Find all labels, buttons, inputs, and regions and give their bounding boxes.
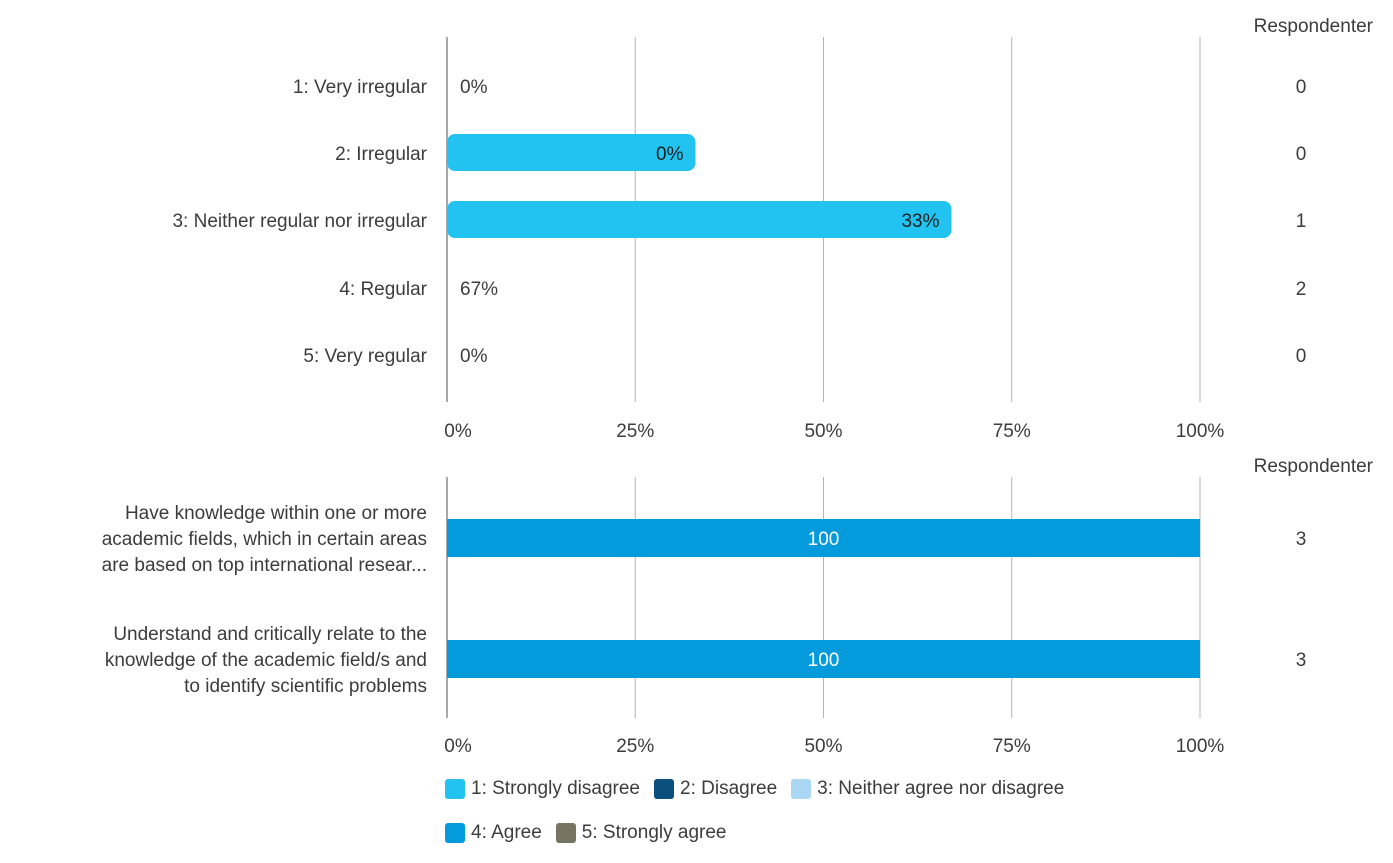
- respondent-count: 1: [1296, 211, 1307, 232]
- x-tick-label: 25%: [616, 736, 654, 757]
- legend-swatch: [445, 779, 465, 799]
- legend-label: 2: Disagree: [680, 778, 778, 799]
- x-tick-label: 75%: [993, 421, 1031, 442]
- legend-row-1: 1: Strongly disagree 2: Disagree 3: Neit…: [445, 775, 1245, 803]
- respondent-count: 2: [1296, 279, 1307, 300]
- legend-swatch: [445, 823, 465, 843]
- category-label: to identify scientific problems: [184, 676, 427, 697]
- bar-segment: [447, 640, 1200, 678]
- legend-label: 5: Strongly agree: [581, 822, 727, 843]
- x-tick-label: 100%: [1176, 421, 1225, 442]
- legend-item-neutral[interactable]: 3: Neither agree nor disagree: [791, 778, 1064, 800]
- legend-item-strongly-disagree[interactable]: 1: Strongly disagree: [445, 778, 640, 800]
- respondent-count: 0: [1296, 77, 1307, 98]
- respondent-count: 3: [1296, 529, 1307, 550]
- legend-swatch: [791, 779, 812, 799]
- category-label: 5: Very regular: [303, 346, 427, 367]
- x-tick-label: 0%: [444, 736, 472, 757]
- category-label: Understand and critically relate to the: [113, 624, 427, 645]
- x-tick-label: 100%: [1176, 736, 1225, 757]
- bar-value-label: 100: [808, 529, 840, 550]
- category-label: academic fields, which in certain areas: [102, 529, 427, 550]
- category-label: 4: Regular: [339, 279, 427, 300]
- respondent-count: 0: [1296, 144, 1307, 165]
- legend-label: 3: Neither agree nor disagree: [817, 778, 1065, 799]
- category-label: knowledge of the academic field/s and: [105, 650, 427, 671]
- bar-value-label: 67%: [460, 279, 498, 300]
- bar-value-label: 33%: [901, 211, 939, 232]
- category-label: 3: Neither regular nor irregular: [172, 211, 427, 232]
- legend-label: 1: Strongly disagree: [471, 778, 640, 799]
- category-label: Have knowledge within one or more: [125, 503, 427, 524]
- legend-swatch: [555, 823, 576, 843]
- bar-value-label: 0%: [656, 144, 684, 165]
- legend: 1: Strongly disagree 2: Disagree 3: Neit…: [445, 775, 1245, 863]
- category-label: 2: Irregular: [335, 144, 428, 165]
- respondents-header: Respondenter: [1254, 456, 1374, 477]
- respondent-count: 3: [1296, 650, 1307, 671]
- bar-segment: [447, 519, 1200, 557]
- x-tick-label: 25%: [616, 421, 654, 442]
- category-label: are based on top international resear...: [102, 555, 427, 576]
- bar-value-label: 100: [808, 650, 840, 671]
- respondents-header: Respondenter: [1254, 16, 1374, 37]
- category-label: 1: Very irregular: [293, 77, 428, 98]
- legend-item-strongly-agree[interactable]: 5: Strongly agree: [555, 822, 727, 844]
- bar: [447, 201, 952, 238]
- x-tick-label: 0%: [444, 421, 472, 442]
- bar-value-label: 0%: [460, 346, 488, 367]
- legend-label: 4: Agree: [471, 822, 542, 843]
- x-tick-label: 75%: [993, 736, 1031, 757]
- x-tick-label: 50%: [804, 421, 842, 442]
- legend-item-agree[interactable]: 4: Agree: [445, 822, 542, 844]
- legend-row-2: 4: Agree 5: Strongly agree: [445, 819, 1245, 847]
- legend-swatch: [654, 779, 674, 799]
- legend-item-disagree[interactable]: 2: Disagree: [654, 778, 777, 800]
- bar-value-label: 0%: [460, 77, 488, 98]
- x-tick-label: 50%: [804, 736, 842, 757]
- respondent-count: 0: [1296, 346, 1307, 367]
- bar: [447, 134, 696, 171]
